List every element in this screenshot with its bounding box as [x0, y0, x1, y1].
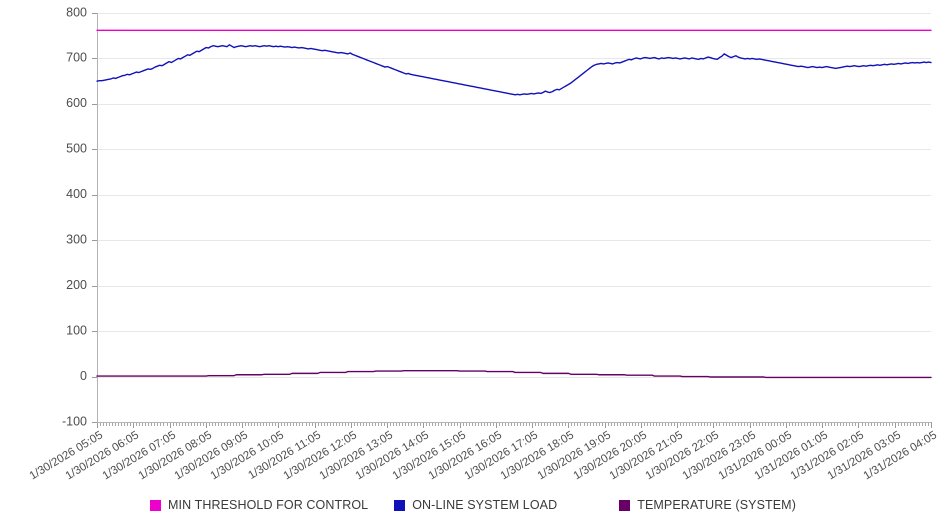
y-tick-label: 200: [66, 278, 87, 292]
legend-color-swatch: [394, 499, 406, 511]
legend-item[interactable]: ON-LINE SYSTEM LOAD: [394, 498, 557, 512]
y-tick-label: 400: [66, 187, 87, 201]
y-tick-label: 600: [66, 96, 87, 110]
series-line: [96, 369, 932, 379]
legend-item[interactable]: TEMPERATURE (SYSTEM): [619, 498, 796, 512]
y-tick-label: 0: [80, 369, 87, 383]
chart-legend: MIN THRESHOLD FOR CONTROL ON-LINE SYSTEM …: [0, 494, 946, 516]
legend-color-swatch: [619, 499, 631, 511]
y-tick-label: 800: [66, 5, 87, 19]
gridlines: [97, 13, 931, 423]
y-tick-label: 500: [66, 142, 87, 156]
series-line: [96, 44, 932, 96]
x-axis-labels: 1/30/2026 05:051/30/2026 06:051/30/2026 …: [28, 429, 939, 482]
legend-color-swatch: [150, 499, 162, 511]
y-axis-ticks: [92, 13, 97, 423]
y-tick-label: 100: [66, 323, 87, 337]
legend-item[interactable]: MIN THRESHOLD FOR CONTROL: [150, 498, 368, 512]
legend-label: ON-LINE SYSTEM LOAD: [412, 498, 558, 512]
legend-label: MIN THRESHOLD FOR CONTROL: [168, 498, 369, 512]
y-tick-label: 700: [66, 51, 87, 65]
data-series: [96, 29, 932, 379]
legend-label: TEMPERATURE (SYSTEM): [637, 498, 796, 512]
y-tick-label: -100: [62, 414, 87, 428]
y-axis-labels: 800 700 600 500 400 300 200 100 0 -100: [62, 5, 87, 428]
y-tick-label: 300: [66, 233, 87, 247]
